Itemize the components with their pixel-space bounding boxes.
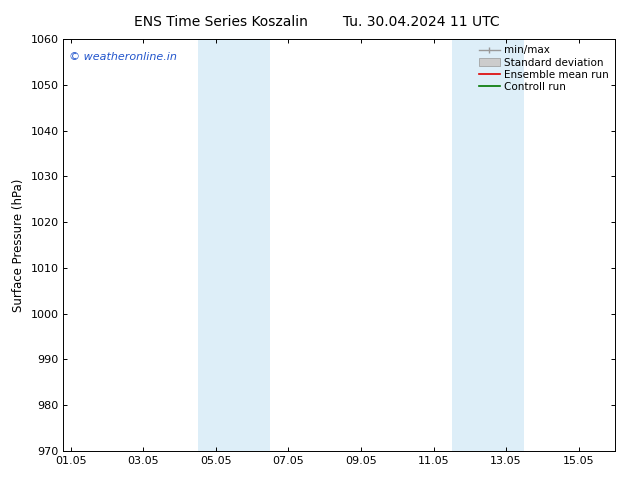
Y-axis label: Surface Pressure (hPa): Surface Pressure (hPa) xyxy=(12,178,25,312)
Text: © weatheronline.in: © weatheronline.in xyxy=(69,51,177,62)
Legend: min/max, Standard deviation, Ensemble mean run, Controll run: min/max, Standard deviation, Ensemble me… xyxy=(476,42,612,95)
Bar xyxy=(198,39,234,451)
Text: ENS Time Series Koszalin        Tu. 30.04.2024 11 UTC: ENS Time Series Koszalin Tu. 30.04.2024 … xyxy=(134,15,500,29)
Bar xyxy=(234,39,270,451)
Bar xyxy=(488,39,524,451)
Bar xyxy=(451,39,488,451)
